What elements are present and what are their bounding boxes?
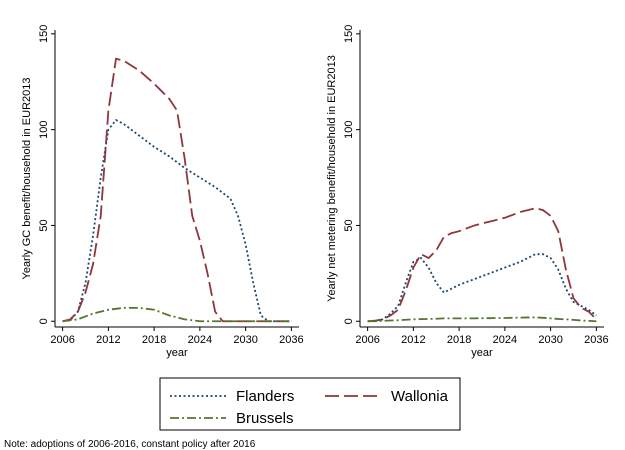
x-tick-label: 2036: [279, 334, 303, 346]
x-tick-label: 2012: [96, 334, 120, 346]
series-line: [367, 207, 598, 323]
y-axis-title: Yearly GC benefit/household in EUR2013: [21, 77, 33, 279]
legend-box: [159, 377, 461, 431]
x-tick-label: 2018: [447, 334, 471, 346]
y-tick-label: 50: [38, 219, 50, 231]
y-tick-label: 0: [343, 318, 355, 324]
x-axis-title: year: [166, 347, 188, 359]
legend-label: Wallonia: [391, 388, 449, 405]
x-tick-label: 2024: [493, 334, 517, 346]
y-axis-title: Yearly net metering benefit/household in…: [326, 55, 338, 302]
x-tick-label: 2036: [584, 334, 608, 346]
y-tick-label: 0: [38, 318, 50, 324]
x-tick-label: 2030: [233, 334, 257, 346]
series-line: [367, 316, 597, 323]
y-tick-label: 50: [343, 219, 355, 231]
x-tick-label: 2006: [355, 334, 379, 346]
series-line: [62, 306, 292, 323]
note: Note: adoptions of 2006-2016, constant p…: [4, 439, 256, 450]
x-tick-label: 2030: [538, 334, 562, 346]
series-line: [367, 253, 597, 323]
series-line: [62, 118, 292, 323]
x-tick-label: 2012: [401, 334, 425, 346]
x-tick-label: 2018: [142, 334, 166, 346]
y-tick-label: 100: [343, 120, 355, 138]
series-line: [62, 57, 292, 323]
legend-label: Flanders: [236, 388, 294, 405]
y-tick-label: 150: [343, 25, 355, 43]
x-axis-title: year: [471, 347, 493, 359]
x-tick-label: 2006: [50, 334, 74, 346]
y-tick-label: 150: [38, 25, 50, 43]
x-tick-label: 2024: [188, 334, 212, 346]
y-tick-label: 100: [38, 120, 50, 138]
legend-label: Brussels: [236, 410, 294, 427]
